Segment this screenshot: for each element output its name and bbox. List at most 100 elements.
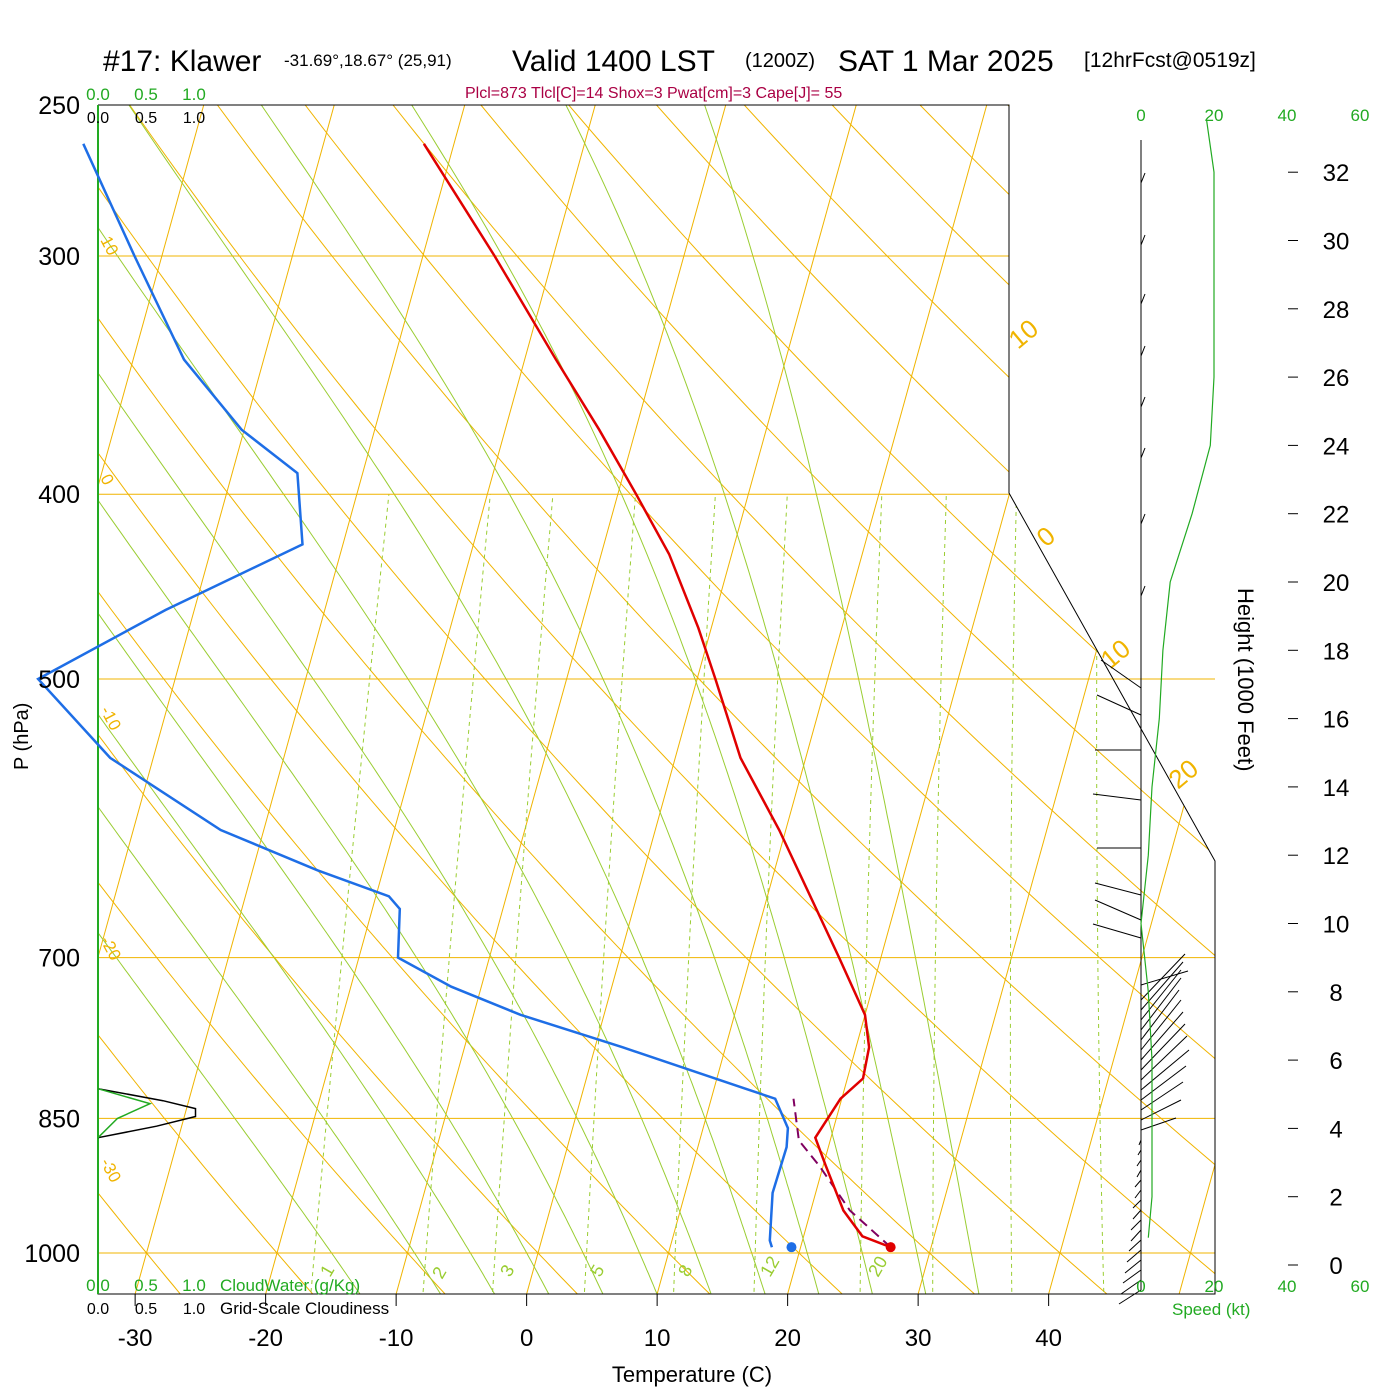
cloud-scale-label: 0.5 [134, 85, 158, 104]
height-tick-label: 10 [1323, 912, 1350, 939]
height-tick-label: 26 [1323, 365, 1350, 392]
wind-barb [1140, 172, 1146, 184]
height-tick-label: 20 [1323, 570, 1350, 597]
wind-barb [1137, 1149, 1142, 1156]
mixing-ratio-line [1096, 494, 1106, 1294]
cloud-scale-label: 0.5 [135, 110, 157, 127]
dry-adiabat-line [452, 105, 1215, 1294]
moist-adiabat-line [98, 105, 621, 1294]
pressure-tick-label: 700 [38, 945, 80, 973]
cloudiness-profile [97, 1087, 197, 1139]
dewpoint-trace [36, 143, 790, 1248]
temperature-tick-label: -30 [118, 1325, 153, 1352]
moist-adiabat-line [98, 105, 674, 1294]
wind-barb [1132, 1199, 1142, 1209]
wind-barb [1140, 999, 1182, 1051]
wind-barb [1096, 694, 1142, 716]
height-tick-label: 2 [1329, 1185, 1342, 1212]
mixing-ratio-line [489, 494, 554, 1294]
wind-barb [1140, 970, 1189, 986]
wind-barb [1140, 989, 1180, 1041]
station-title: #17: Klawer [103, 45, 261, 78]
dry-adiabat-line [626, 105, 1215, 1294]
isotherm-label: -20 [96, 933, 124, 964]
cloud-scale-label: 0.5 [135, 1301, 157, 1318]
height-tick-label: 18 [1323, 638, 1350, 665]
wind-barb [1136, 1169, 1142, 1178]
height-tick-label: 30 [1323, 229, 1350, 256]
wind-barb [1140, 447, 1146, 459]
dry-adiabat-line [1147, 105, 1215, 1294]
isotherm-label: 10 [1095, 633, 1136, 675]
dry-adiabat-line [98, 105, 213, 1294]
wind-barb [1124, 1259, 1142, 1274]
speed-tick-label: 0 [1136, 1277, 1145, 1296]
mixing-ratio-line [307, 494, 390, 1294]
temperature-tick-label: -10 [379, 1325, 414, 1352]
speed-axis-label: Speed (kt) [1172, 1300, 1250, 1319]
wind-barb [1094, 882, 1142, 896]
wind-barb [1140, 396, 1146, 408]
dry-adiabat-line [886, 105, 1215, 1294]
wind-barb [1132, 1209, 1142, 1220]
wind-barb [1134, 1179, 1142, 1188]
wind-barbs [1092, 172, 1190, 1305]
isotherm-line [385, 105, 727, 1294]
wind-barb [1140, 293, 1146, 305]
dry-adiabat-line [279, 105, 1215, 1294]
isotherm-line [646, 105, 988, 1294]
plot-frame [97, 104, 1216, 1295]
wind-barb [1130, 1229, 1142, 1242]
temperature-axis-label: Temperature (C) [612, 1362, 772, 1387]
speed-tick-label: 40 [1278, 1277, 1297, 1296]
mixing-ratio-lines [307, 494, 1106, 1294]
wind-barb [1140, 969, 1182, 1021]
cloud-scale-label: 0.0 [87, 110, 109, 127]
pressure-axis: 250 300 400 500 700 850 1000 [24, 92, 80, 1268]
cloud-scale-label: 1.0 [182, 85, 206, 104]
speed-tick-label: 40 [1278, 106, 1297, 125]
height-tick-label: 24 [1323, 433, 1350, 460]
wind-barb [1138, 1139, 1142, 1146]
height-tick-label: 0 [1329, 1253, 1342, 1280]
wind-barb [1120, 1279, 1142, 1295]
height-tick-label: 14 [1323, 775, 1350, 802]
wind-barb [1118, 1289, 1142, 1305]
moist-adiabat-line [260, 105, 830, 1294]
temperature-tick-label: 20 [774, 1325, 801, 1352]
dry-adiabat-line [1235, 71, 1400, 1332]
isotherm-line [98, 105, 205, 1294]
pressure-tick-label: 250 [38, 92, 80, 120]
isotherm-line [515, 105, 857, 1294]
pressure-tick-label: 400 [38, 481, 80, 509]
moist-adiabat-line [98, 105, 517, 1294]
wind-barb [1140, 345, 1146, 357]
mixing-ratio-line [859, 494, 883, 1294]
isotherm-line [254, 105, 596, 1294]
pressure-tick-label: 500 [38, 666, 80, 694]
wind-barb [1140, 1035, 1188, 1081]
height-tick-label: 12 [1323, 843, 1350, 870]
station-coords: -31.69°,18.67° (25,91) [284, 51, 452, 70]
isotherm-label: 0 [96, 471, 117, 488]
wind-barb [1140, 1011, 1184, 1061]
wind-barb [1092, 793, 1142, 801]
forecast-info: [12hrFcst@0519z] [1084, 49, 1256, 72]
isotherm-line [907, 105, 1215, 1294]
temperature-axis: -30 -20 -10 0 10 20 30 40 [118, 1294, 1062, 1352]
isotherm-label: 10 [96, 233, 122, 259]
height-tick-label: 22 [1323, 502, 1350, 529]
moist-adiabat-line [411, 105, 882, 1294]
wind-barb [1128, 1239, 1142, 1252]
wind-barb [1140, 1023, 1186, 1071]
wind-barb [1094, 899, 1142, 921]
dry-adiabat-line [98, 105, 884, 1294]
wind-barb [1126, 1249, 1142, 1263]
wind-barb [1092, 923, 1142, 939]
cloudwater-label: CloudWater (g/Kg) [220, 1276, 360, 1295]
wind-barb [1140, 234, 1146, 246]
wind-barb [1130, 1219, 1142, 1231]
moist-adiabat-line [98, 105, 465, 1294]
